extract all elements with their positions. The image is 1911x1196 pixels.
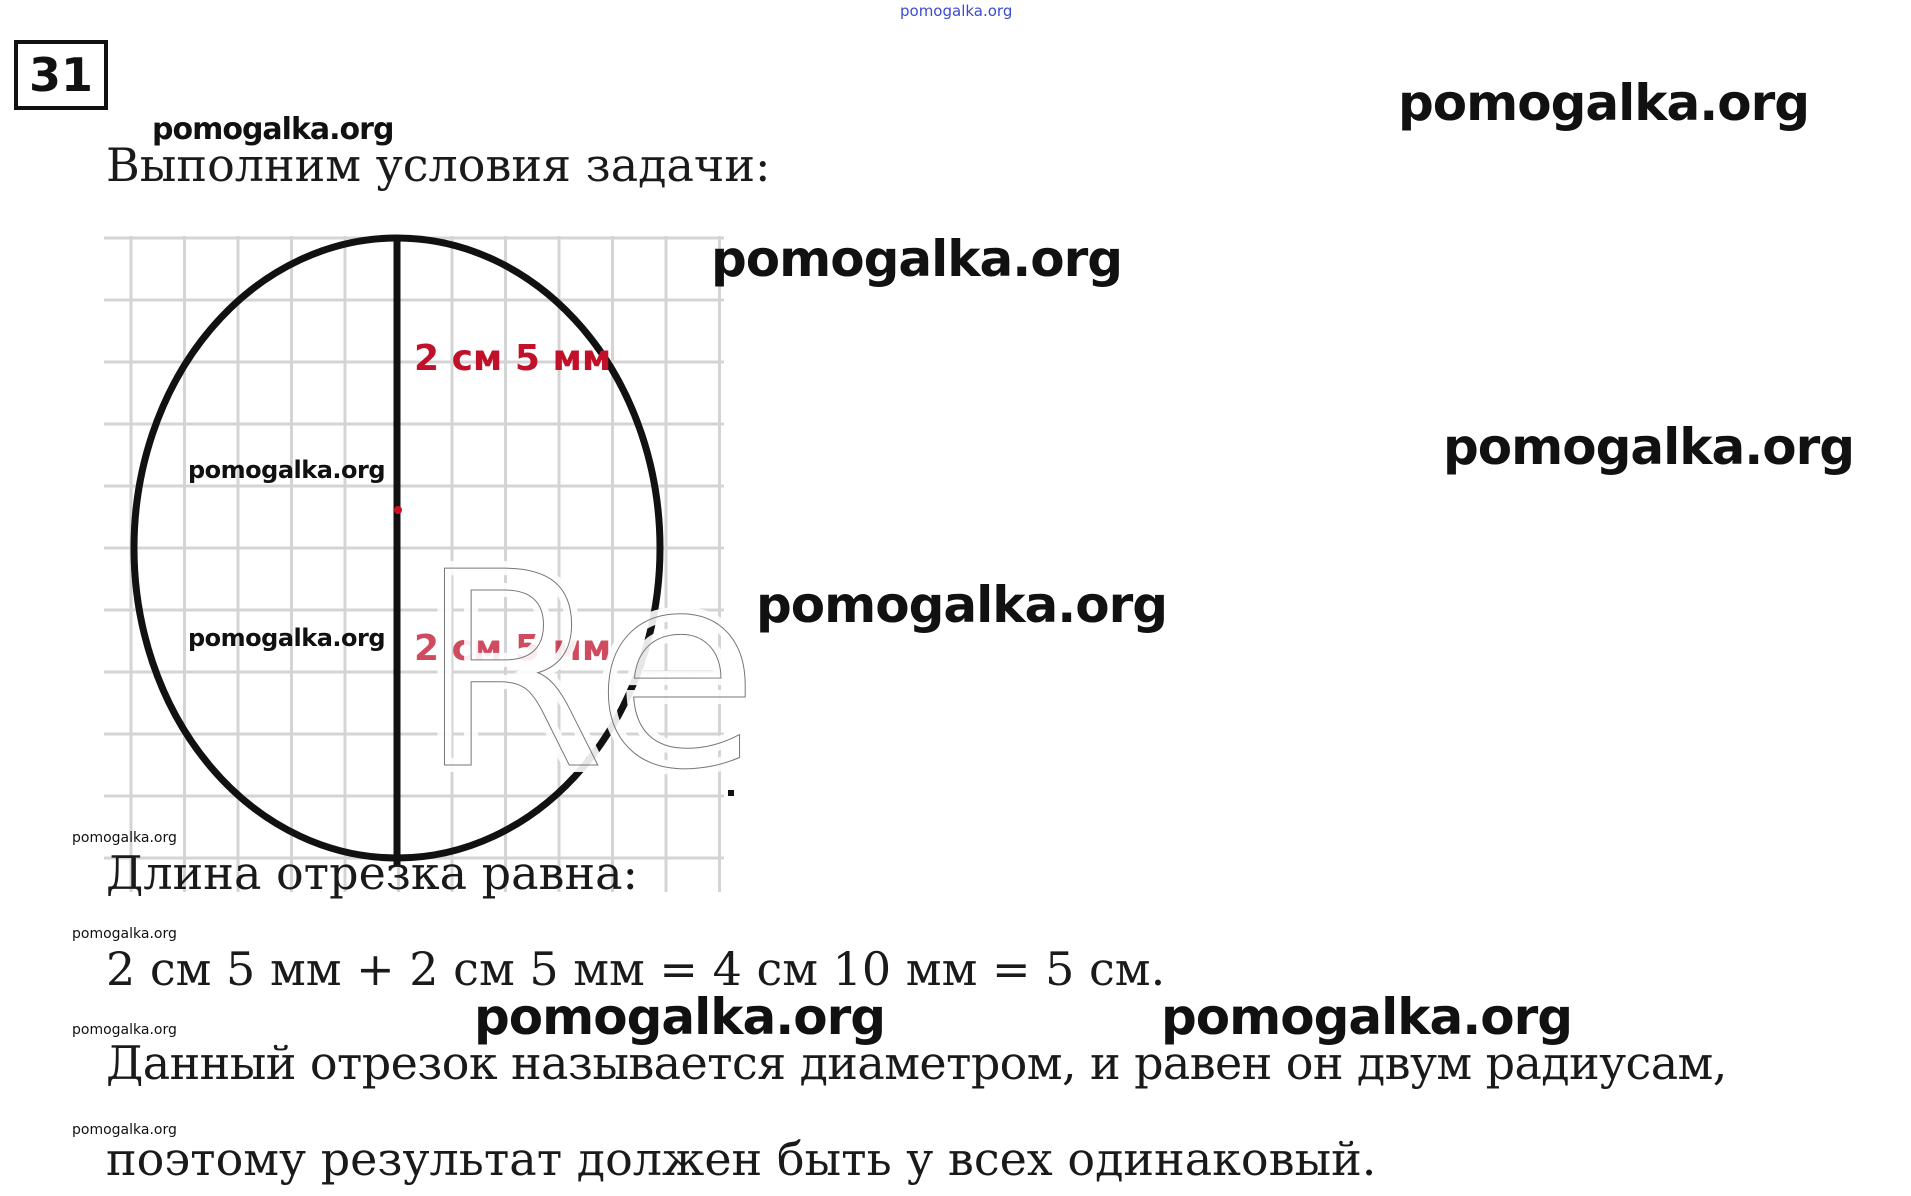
- watermark: pomogalka.org: [188, 456, 386, 484]
- watermark: pomogalka.org: [72, 1122, 177, 1138]
- text-line-2: 2 см 5 мм + 2 см 5 мм = 4 см 10 мм = 5 с…: [106, 942, 1166, 996]
- heading: Выполним условия задачи:: [106, 138, 771, 192]
- watermark: pomogalka.org: [1443, 418, 1855, 476]
- radius-label-lower: 2 см 5 мм: [414, 628, 611, 669]
- dot: [728, 790, 734, 796]
- watermark: pomogalka.org: [152, 112, 394, 147]
- watermark-overlay: Re: [418, 514, 760, 829]
- watermark: pomogalka.org: [711, 230, 1123, 288]
- text-line-3: Данный отрезок называется диаметром, и р…: [106, 1036, 1727, 1090]
- watermark-overlay-outline: Re: [418, 514, 760, 829]
- radius-label-upper: 2 см 5 мм: [414, 338, 611, 379]
- text-line-4: поэтому результат должен быть у всех оди…: [106, 1132, 1377, 1186]
- watermark-top: pomogalka.org: [900, 2, 1013, 20]
- watermark: pomogalka.org: [72, 830, 177, 846]
- text-line-1: Длина отрезка равна:: [106, 846, 639, 900]
- watermark: pomogalka.org: [72, 926, 177, 942]
- watermark: pomogalka.org: [1161, 988, 1573, 1046]
- watermark: pomogalka.org: [474, 988, 886, 1046]
- task-number: 31: [14, 40, 108, 110]
- center-dot: [394, 506, 402, 514]
- watermark: pomogalka.org: [1398, 74, 1810, 132]
- watermark: pomogalka.org: [756, 576, 1168, 634]
- watermark: pomogalka.org: [188, 624, 386, 652]
- watermark: pomogalka.org: [72, 1022, 177, 1038]
